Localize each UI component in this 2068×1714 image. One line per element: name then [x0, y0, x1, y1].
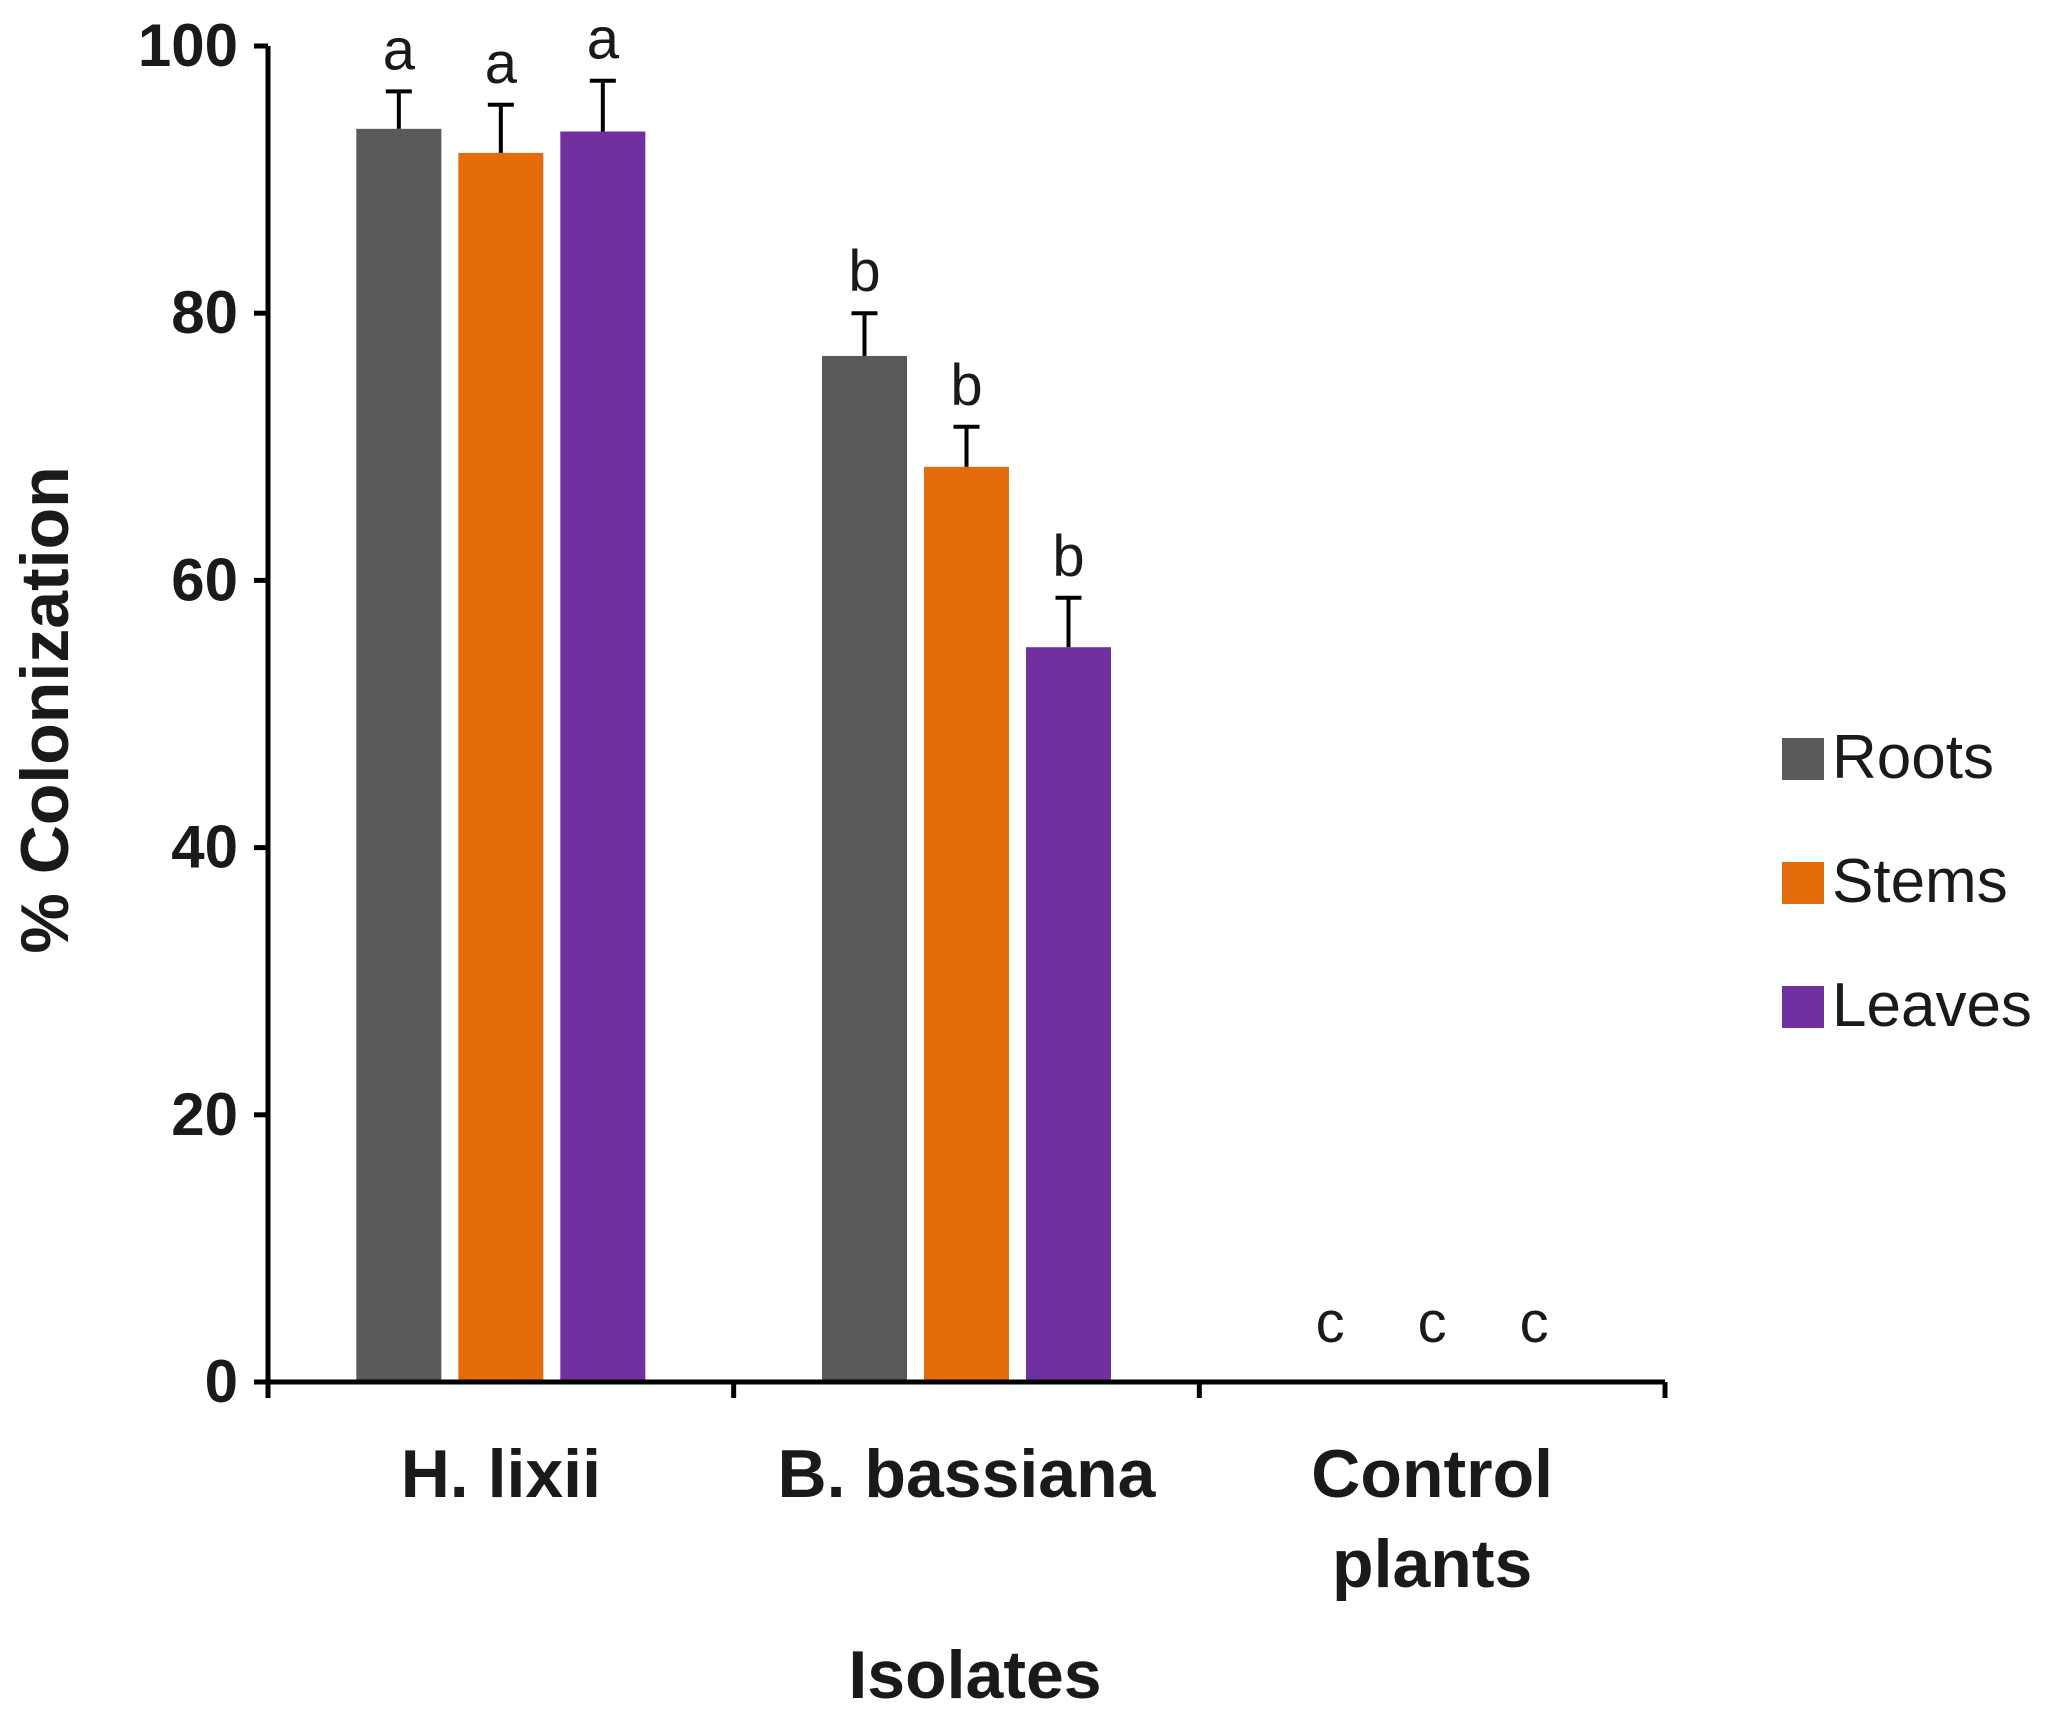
y-tick-label: 40 — [171, 814, 238, 881]
x-category-label: B. bassiana — [778, 1436, 1157, 1512]
significance-letter: a — [587, 7, 620, 72]
x-category-label: plants — [1332, 1526, 1532, 1602]
bar-stems — [924, 466, 1009, 1383]
significance-letter: c — [1520, 1290, 1549, 1355]
legend-label: Stems — [1832, 847, 2008, 916]
y-tick-label: 0 — [205, 1348, 238, 1415]
y-tick-label: 80 — [171, 279, 238, 346]
bar-leaves — [560, 131, 646, 1382]
bar-leaves — [1026, 647, 1111, 1382]
x-axis: H. lixii B. bassiana Control plants — [265, 1379, 1668, 1602]
significance-letter: a — [485, 31, 518, 96]
bar-roots — [822, 355, 907, 1382]
legend-label: Leaves — [1832, 971, 2032, 1040]
x-category-label: H. lixii — [401, 1436, 601, 1512]
bar-roots — [356, 128, 442, 1382]
bar-stems — [458, 152, 544, 1382]
legend: Roots Stems Leaves — [1782, 723, 2032, 1040]
legend-label: Roots — [1832, 723, 1994, 792]
y-tick-label: 60 — [171, 546, 238, 613]
y-tick-label: 100 — [138, 12, 238, 79]
significance-letter: c — [1418, 1290, 1447, 1355]
legend-swatch-roots — [1782, 738, 1824, 780]
x-axis-title: Isolates — [848, 1637, 1101, 1713]
x-category-label: Control — [1311, 1436, 1553, 1512]
significance-letter: b — [1052, 524, 1084, 589]
significance-letter: a — [383, 17, 416, 82]
plot-area: a a a b b b c c c — [356, 7, 1549, 1383]
y-tick-label: 20 — [171, 1081, 238, 1148]
significance-letter: b — [950, 353, 982, 418]
legend-swatch-leaves — [1782, 986, 1824, 1028]
y-axis: 0 20 40 60 80 100 — [138, 12, 271, 1415]
significance-letter: b — [848, 239, 880, 304]
significance-letter: c — [1316, 1290, 1345, 1355]
y-axis-title: % Colonization — [7, 466, 83, 953]
legend-swatch-stems — [1782, 862, 1824, 904]
